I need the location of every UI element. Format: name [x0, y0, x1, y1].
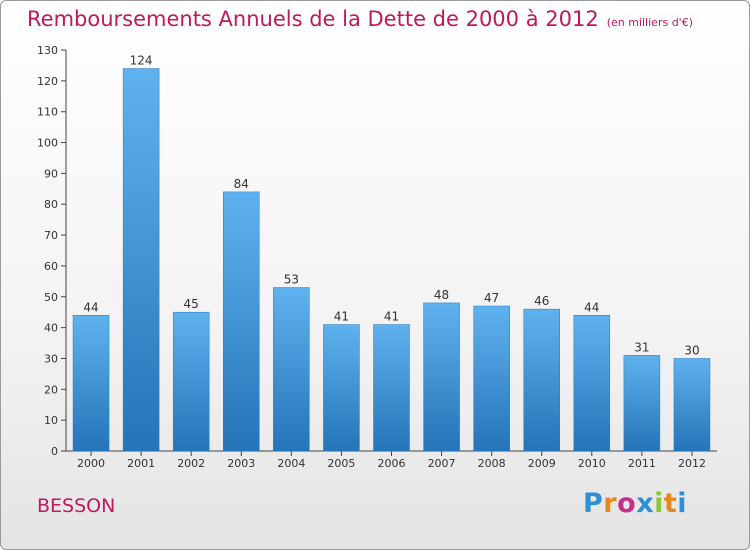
bar: [373, 324, 410, 452]
bar: [523, 308, 560, 452]
bar: [273, 287, 310, 452]
x-tick-label: 2008: [478, 457, 506, 470]
bar: [423, 302, 460, 452]
y-tick-label: 30: [44, 352, 58, 365]
y-tick-label: 120: [37, 75, 58, 88]
y-tick-label: 130: [37, 44, 58, 57]
x-tick-label: 2001: [127, 457, 155, 470]
data-label: 41: [334, 310, 349, 324]
chart-title: Remboursements Annuels de la Dette de 20…: [27, 7, 693, 31]
y-tick-label: 60: [44, 260, 58, 273]
y-tick-label: 50: [44, 291, 58, 304]
bar: [172, 311, 210, 452]
y-tick-label: 20: [44, 383, 58, 396]
proxiti-logo: Proxiti: [583, 488, 688, 519]
data-label: 53: [284, 273, 299, 287]
x-tick-label: 2004: [277, 457, 305, 470]
y-tick-label: 10: [44, 414, 58, 427]
x-tick-label: 2011: [628, 457, 656, 470]
x-tick-label: 2007: [428, 457, 456, 470]
y-tick-label: 100: [37, 137, 58, 150]
y-tick-label: 110: [37, 106, 58, 119]
bar: [623, 355, 661, 452]
x-tick-label: 2012: [678, 457, 706, 470]
data-label: 46: [534, 294, 549, 308]
bar: [323, 324, 360, 452]
data-label: 44: [584, 300, 599, 314]
data-label: 31: [634, 340, 649, 354]
bar: [223, 191, 260, 452]
y-tick-label: 80: [44, 198, 58, 211]
chart-unit: (en milliers d'€): [606, 16, 693, 29]
y-tick-label: 70: [44, 229, 58, 242]
x-tick-label: 2000: [77, 457, 105, 470]
x-tick-label: 2003: [227, 457, 255, 470]
commune-name: BESSON: [37, 495, 116, 517]
x-tick-label: 2009: [528, 457, 556, 470]
bar: [573, 315, 611, 452]
y-tick-label: 40: [44, 322, 58, 335]
data-label: 48: [434, 288, 449, 302]
bar: [122, 68, 160, 452]
data-label: 41: [384, 310, 399, 324]
bar: [72, 315, 110, 452]
x-tick-label: 2010: [578, 457, 606, 470]
data-label: 84: [234, 177, 249, 191]
data-label: 45: [184, 297, 199, 311]
bar: [673, 358, 711, 452]
data-label: 30: [684, 343, 699, 357]
x-tick-label: 2002: [177, 457, 205, 470]
data-label: 44: [83, 300, 98, 314]
x-tick-label: 2005: [327, 457, 355, 470]
chart-title-text: Remboursements Annuels de la Dette de 20…: [27, 7, 599, 31]
y-tick-label: 0: [51, 445, 58, 458]
x-tick-label: 2006: [378, 457, 406, 470]
data-label: 47: [484, 291, 499, 305]
data-label: 124: [130, 54, 153, 68]
y-tick-label: 90: [44, 167, 58, 180]
bar: [473, 305, 510, 452]
